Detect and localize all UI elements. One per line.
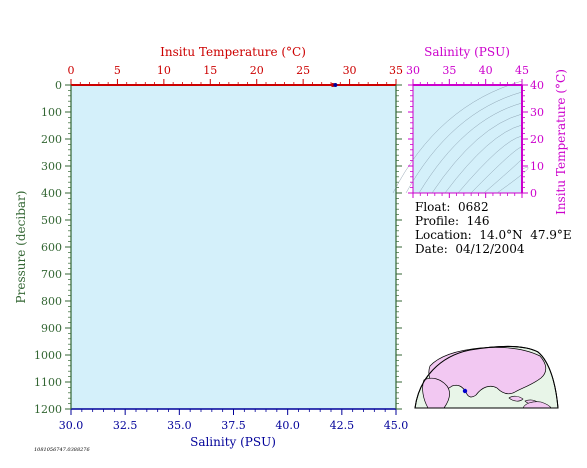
pressure-axis-title: Pressure (decibar) xyxy=(14,191,28,304)
salinity-tick-label: 32.5 xyxy=(113,419,138,432)
ts-temperature-tick-label: 0 xyxy=(530,187,537,200)
ts-salinity-tick-label: 40 xyxy=(479,64,493,77)
pressure-tick-label: 900 xyxy=(41,322,62,335)
temperature-axis-title: Insitu Temperature (°C) xyxy=(160,45,306,59)
map-land-australia xyxy=(522,401,552,409)
salinity-axis-title: Salinity (PSU) xyxy=(190,435,276,449)
float-location-marker xyxy=(462,388,468,394)
salinity-tick-label: 37.5 xyxy=(221,419,246,432)
ts-density-contour xyxy=(444,124,523,194)
float-location: Location: 14.0°N 47.9°E xyxy=(415,228,572,242)
pressure-tick-label: 300 xyxy=(41,160,62,173)
temperature-tick-label: 15 xyxy=(203,64,217,77)
ts-density-contour xyxy=(470,146,523,194)
pressure-tick-label: 600 xyxy=(41,241,62,254)
ts-density-contour xyxy=(431,113,523,194)
temperature-axis: 0 5 10 15 20 25 30 35 xyxy=(68,64,403,86)
pressure-tick-label: 700 xyxy=(41,268,62,281)
ts-temperature-tick-label: 10 xyxy=(530,160,544,173)
pressure-tick-label: 100 xyxy=(41,106,62,119)
ts-salinity-axis-title: Salinity (PSU) xyxy=(424,45,510,59)
ts-salinity-tick-label: 30 xyxy=(406,64,420,77)
pressure-tick-label: 1100 xyxy=(34,376,62,389)
location-map xyxy=(414,345,559,409)
ts-temperature-tick-label: 20 xyxy=(530,133,544,146)
ts-temperature-axis-title: Insitu Temperature (°C) xyxy=(554,69,568,215)
map-outline xyxy=(414,345,559,409)
salinity-axis: 30.0 32.5 35.0 37.5 40.0 42.5 45.0 xyxy=(59,408,409,432)
ts-diagram-plot-area xyxy=(412,84,523,194)
profile-series xyxy=(330,83,338,87)
salinity-tick-label: 42.5 xyxy=(330,419,355,432)
profile-date: Date: 04/12/2004 xyxy=(415,242,525,256)
ts-density-contour xyxy=(457,135,523,194)
temperature-tick-label: 35 xyxy=(389,64,403,77)
temperature-tick-label: 0 xyxy=(68,64,75,77)
float-id: Float: 0682 xyxy=(415,200,489,214)
ts-temperature-tick-label: 30 xyxy=(530,106,544,119)
ts-salinity-tick-label: 35 xyxy=(442,64,456,77)
profile-number: Profile: 146 xyxy=(415,214,490,228)
ts-salinity-tick-label: 45 xyxy=(515,64,529,77)
temperature-tick-label: 20 xyxy=(250,64,264,77)
salinity-tick-label: 40.0 xyxy=(275,419,300,432)
temperature-tick-label: 5 xyxy=(114,64,121,77)
pressure-tick-label: 400 xyxy=(41,187,62,200)
pressure-tick-label: 1200 xyxy=(34,403,62,416)
ts-temperature-tick-label: 40 xyxy=(530,79,544,92)
pressure-tick-label: 800 xyxy=(41,295,62,308)
ts-density-contour xyxy=(405,91,523,194)
pressure-tick-label: 500 xyxy=(41,214,62,227)
temperature-tick-label: 10 xyxy=(157,64,171,77)
salinity-tick-label: 35.0 xyxy=(167,419,192,432)
temperature-tick-label: 30 xyxy=(343,64,357,77)
ts-density-contour xyxy=(496,167,529,194)
pressure-tick-label: 0 xyxy=(55,79,62,92)
pressure-tick-label: 1000 xyxy=(34,349,62,362)
salinity-data-point xyxy=(333,83,338,87)
salinity-tick-label: 30.0 xyxy=(59,419,84,432)
pressure-tick-label: 200 xyxy=(41,133,62,146)
ts-density-contour xyxy=(418,102,523,194)
salinity-tick-label: 45.0 xyxy=(384,419,409,432)
pressure-axis: 0 100 200 300 400 500 600 700 800 900 1000 1100 1200 xyxy=(34,79,402,416)
temperature-tick-label: 25 xyxy=(296,64,310,77)
processing-stamp: 1081056747.0388276 xyxy=(34,447,90,453)
ts-density-contour xyxy=(392,80,523,194)
map-land-africa xyxy=(422,377,450,409)
profile-plot-area xyxy=(70,84,397,410)
